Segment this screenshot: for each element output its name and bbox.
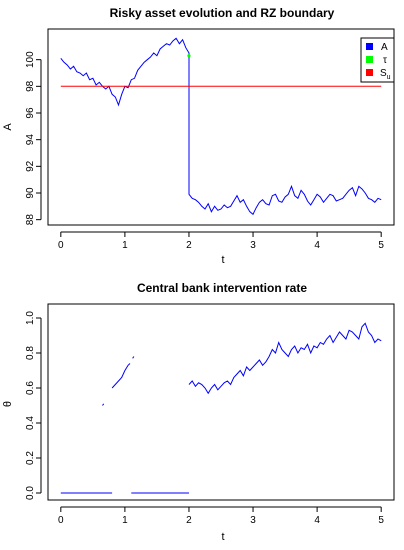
x-tick-label: 3 (250, 240, 256, 251)
y-tick-label: 0.0 (25, 486, 36, 500)
y-tick-label: 98 (25, 80, 36, 92)
x-tick-label: 4 (314, 515, 320, 526)
x-tick-label: 2 (186, 515, 192, 526)
x-axis: 0 1 2 3 4 5 (58, 506, 384, 526)
y-tick-label: 0.4 (25, 416, 36, 430)
x-tick-label: 1 (122, 240, 128, 251)
plot-frame (47, 303, 395, 501)
x-tick-label: 5 (378, 240, 384, 251)
x-tick-label: 2 (186, 240, 192, 251)
legend-swatch-tau (366, 56, 373, 63)
y-tick-label: 96 (25, 107, 36, 119)
chart-intervention-rate: Central bank intervention rate t θ 0 1 2 3 4… (2, 281, 395, 543)
series-line- (132, 356, 135, 359)
y-tick-label: 94 (25, 134, 36, 146)
tau-marker (187, 54, 191, 58)
y-tick-label: 92 (25, 160, 36, 172)
y-axis-label: A (2, 123, 14, 131)
legend-label-a: A (381, 42, 388, 53)
x-tick-label: 0 (58, 515, 64, 526)
legend-label-su: Su (380, 68, 391, 81)
x-tick-label: 5 (378, 515, 384, 526)
x-tick-label: 0 (58, 240, 64, 251)
y-axis: 88 90 92 94 96 98 100 (25, 51, 42, 226)
y-tick-label: 88 (25, 214, 36, 226)
x-tick-label: 1 (122, 515, 128, 526)
legend-swatch-su (366, 69, 373, 76)
series-line-a (60, 37, 382, 216)
y-tick-label: 90 (25, 187, 36, 199)
chart-title: Risky asset evolution and RZ boundary (110, 6, 335, 20)
series-line- (102, 403, 105, 406)
chart-title: Central bank intervention rate (137, 281, 307, 295)
legend-label-tau: τ (383, 55, 387, 66)
series-line- (111, 363, 131, 389)
x-axis-label: t (221, 254, 224, 266)
legend-swatch-a (366, 43, 373, 50)
y-tick-label: 0.6 (25, 381, 36, 395)
y-tick-label: 0.2 (25, 451, 36, 465)
legend: A τ Su (360, 37, 395, 83)
y-tick-label: 0.8 (25, 346, 36, 360)
x-tick-label: 4 (314, 240, 320, 251)
x-axis: 0 1 2 3 4 5 (58, 231, 384, 251)
chart-risky-asset: Risky asset evolution and RZ boundary t … (2, 6, 395, 266)
series-group (60, 37, 382, 216)
series-line- (188, 322, 382, 395)
x-axis-label: t (221, 531, 224, 543)
y-axis-label: θ (2, 401, 14, 407)
series-group (60, 322, 382, 494)
y-tick-label: 1.0 (25, 311, 36, 325)
plot-frame (47, 28, 395, 226)
y-axis: 0.0 0.2 0.4 0.6 0.8 1.0 (25, 311, 42, 500)
y-tick-label: 100 (25, 51, 36, 68)
x-tick-label: 3 (250, 515, 256, 526)
